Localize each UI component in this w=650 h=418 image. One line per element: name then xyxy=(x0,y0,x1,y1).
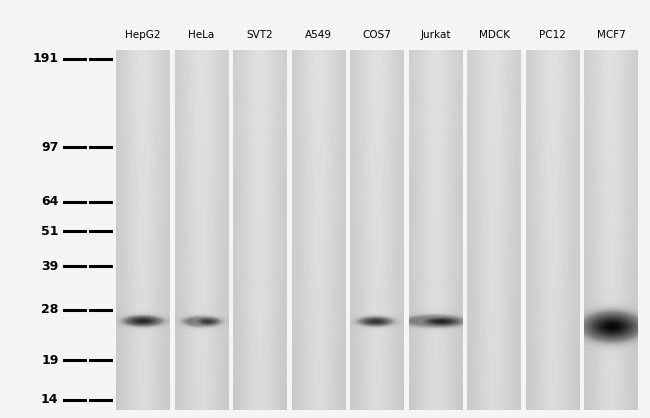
Text: HeLa: HeLa xyxy=(188,30,215,40)
Text: 39: 39 xyxy=(41,260,58,273)
Bar xyxy=(350,50,404,410)
Bar xyxy=(174,50,229,410)
Text: MCF7: MCF7 xyxy=(597,30,625,40)
Text: COS7: COS7 xyxy=(363,30,391,40)
Text: SVT2: SVT2 xyxy=(247,30,273,40)
Text: Jurkat: Jurkat xyxy=(421,30,450,40)
Bar xyxy=(584,50,638,410)
Text: 191: 191 xyxy=(32,52,58,65)
Text: HepG2: HepG2 xyxy=(125,30,161,40)
Bar xyxy=(467,50,521,410)
Text: MDCK: MDCK xyxy=(478,30,510,40)
Bar xyxy=(408,50,462,410)
Text: 19: 19 xyxy=(41,354,58,367)
Text: A549: A549 xyxy=(305,30,332,40)
Text: 51: 51 xyxy=(41,225,58,238)
Text: 28: 28 xyxy=(41,303,58,316)
Bar xyxy=(233,50,287,410)
Bar xyxy=(116,50,170,410)
Text: PC12: PC12 xyxy=(539,30,566,40)
Text: 14: 14 xyxy=(41,393,58,406)
Text: 97: 97 xyxy=(41,141,58,154)
Text: 64: 64 xyxy=(41,195,58,208)
Bar xyxy=(292,50,346,410)
Bar xyxy=(526,50,580,410)
